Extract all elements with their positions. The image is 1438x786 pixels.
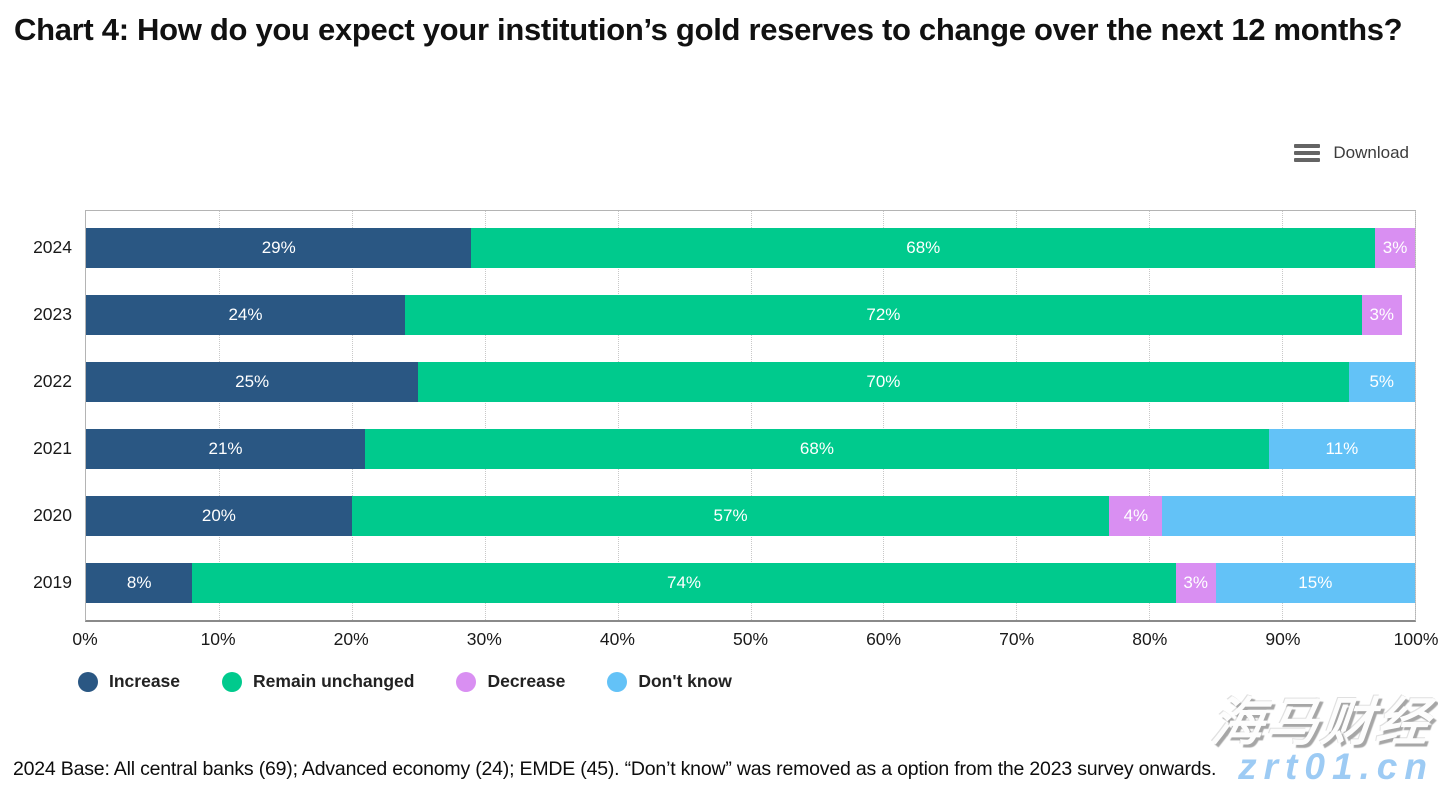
x-axis-tick-100pct: 100%: [1393, 629, 1438, 649]
gridline-40: [617, 211, 619, 620]
gridline-80: [1149, 211, 1151, 620]
bar-value-label: 72%: [866, 305, 901, 324]
bar-segment-2020-don-t-know[interactable]: [1162, 496, 1415, 536]
bar-segment-2020-decrease[interactable]: 4%: [1109, 496, 1163, 536]
legend-dot-icon: [607, 671, 628, 692]
base-note: 2024 Base: All central banks (69); Advan…: [13, 758, 1217, 780]
y-axis-label-2020: 2020: [33, 505, 72, 525]
bar-value-label: 3%: [1382, 238, 1408, 257]
chart-title: Chart 4: How do you expect your institut…: [14, 12, 1403, 47]
bar-value-label: 8%: [126, 573, 152, 592]
bar-value-label: 5%: [1369, 372, 1395, 391]
bar-segment-2020-increase[interactable]: 20%: [86, 496, 352, 536]
x-axis-tick-80pct: 80%: [1132, 629, 1168, 649]
plot-area: 29% 68% 3% 24% 72% 3% 25% 70% 5% 21% 68% 11% 20% 57% 4…: [85, 210, 1416, 622]
bar-segment-2023-decrease[interactable]: 3%: [1361, 295, 1402, 335]
x-axis-tick-50pct: 50%: [732, 629, 769, 649]
x-axis-tick-0pct: 0%: [72, 629, 98, 649]
gridline-90: [1282, 211, 1284, 620]
x-axis-labels: 0% 10% 20% 30% 40% 50% 60% 70% 80% 90% 100%: [72, 629, 1438, 653]
gridline-100: [1415, 211, 1416, 620]
bar-value-label: 20%: [201, 506, 236, 525]
bar-segment-2021-increase[interactable]: 21%: [86, 429, 366, 469]
bar-segment-2019-increase[interactable]: 8%: [86, 563, 193, 603]
bar-segment-2023-increase[interactable]: 24%: [86, 295, 405, 335]
bar-segment-2019-remain-unchanged[interactable]: 74%: [192, 563, 1176, 603]
legend-label: Increase: [109, 671, 181, 691]
legend-dot-icon: [456, 671, 477, 692]
bar-value-label: 24%: [228, 305, 263, 324]
gridline-60: [883, 211, 885, 620]
y-axis-label-2023: 2023: [33, 304, 72, 324]
legend: Increase Remain unchanged Decrease Don't kn…: [78, 671, 732, 692]
x-axis-tick-10pct: 10%: [200, 629, 236, 649]
bar-segment-2024-remain-unchanged[interactable]: 68%: [471, 228, 1376, 268]
bar-value-label: 3%: [1369, 305, 1395, 324]
legend-label: Don't know: [638, 671, 732, 691]
bar-segment-2022-remain-unchanged[interactable]: 70%: [418, 362, 1349, 402]
bar-segment-2020-remain-unchanged[interactable]: 57%: [351, 496, 1110, 536]
gridline-30: [484, 211, 486, 620]
bar-value-label: 15%: [1298, 573, 1333, 592]
y-axis-label-2022: 2022: [33, 371, 72, 391]
bar-segment-2022-increase[interactable]: 25%: [86, 362, 419, 402]
legend-dot-icon: [78, 671, 98, 692]
x-axis-tick-90pct: 90%: [1265, 629, 1301, 649]
gridline-20: [351, 211, 353, 620]
x-axis-tick-20pct: 20%: [333, 629, 369, 649]
bar-segment-2023-remain-unchanged[interactable]: 72%: [404, 295, 1362, 335]
bar-segment-2024-decrease[interactable]: 3%: [1375, 228, 1415, 268]
bar-row-2020: 20% 57% 4%: [86, 496, 1415, 536]
bar-value-label: 4%: [1123, 506, 1149, 525]
gridline-10: [218, 211, 220, 620]
menu-icon: [1294, 144, 1321, 162]
bar-value-label: 74%: [667, 573, 702, 592]
bar-value-label: 21%: [208, 439, 243, 458]
y-axis-label-2024: 2024: [33, 237, 72, 257]
legend-item-remain-unchanged[interactable]: Remain unchanged: [222, 671, 414, 692]
bar-row-2024: 29% 68% 3%: [86, 228, 1415, 268]
bar-segment-2019-decrease[interactable]: 3%: [1175, 563, 1216, 603]
gridline-70: [1016, 211, 1018, 620]
bar-row-2019: 8% 74% 3% 15%: [86, 563, 1415, 603]
bar-row-2021: 21% 68% 11%: [86, 429, 1415, 469]
bar-segment-2021-remain-unchanged[interactable]: 68%: [365, 429, 1269, 469]
y-axis-label-2021: 2021: [33, 438, 72, 458]
watermark-cn: 海马财经: [1208, 694, 1435, 752]
bar-value-label: 25%: [235, 372, 270, 391]
bar-value-label: 11%: [1325, 439, 1359, 458]
legend-label: Decrease: [487, 671, 566, 691]
legend-item-don-t-know[interactable]: Don't know: [607, 671, 732, 692]
bar-value-label: 3%: [1183, 573, 1208, 592]
bar-value-label: 57%: [713, 506, 748, 525]
x-axis-tick-40pct: 40%: [599, 629, 635, 649]
bar-value-label: 29%: [261, 238, 296, 257]
bar-segment-2021-don-t-know[interactable]: 11%: [1268, 429, 1415, 469]
legend-dot-icon: [222, 671, 243, 692]
x-axis-tick-70pct: 70%: [999, 629, 1035, 649]
legend-item-increase[interactable]: Increase: [78, 671, 180, 692]
legend-item-decrease[interactable]: Decrease: [456, 671, 565, 692]
download-button[interactable]: Download: [1294, 143, 1409, 163]
y-axis-label-2019: 2019: [33, 572, 72, 592]
bar-row-2023: 24% 72% 3%: [86, 295, 1415, 335]
y-axis-labels: 2024 2023 2022 2021 2020 2019: [0, 210, 72, 622]
legend-label: Remain unchanged: [253, 671, 415, 691]
bar-value-label: 68%: [799, 439, 834, 458]
bar-row-2022: 25% 70% 5%: [86, 362, 1415, 402]
bar-value-label: 70%: [866, 372, 901, 391]
bar-value-label: 68%: [906, 238, 941, 257]
bar-segment-2024-increase[interactable]: 29%: [86, 228, 472, 268]
x-axis-tick-60pct: 60%: [866, 629, 902, 649]
bar-segment-2022-don-t-know[interactable]: 5%: [1348, 362, 1415, 402]
x-axis-tick-30pct: 30%: [466, 629, 502, 649]
download-label: Download: [1333, 143, 1409, 162]
gridline-50: [750, 211, 752, 620]
bar-segment-2019-don-t-know[interactable]: 15%: [1215, 563, 1415, 603]
